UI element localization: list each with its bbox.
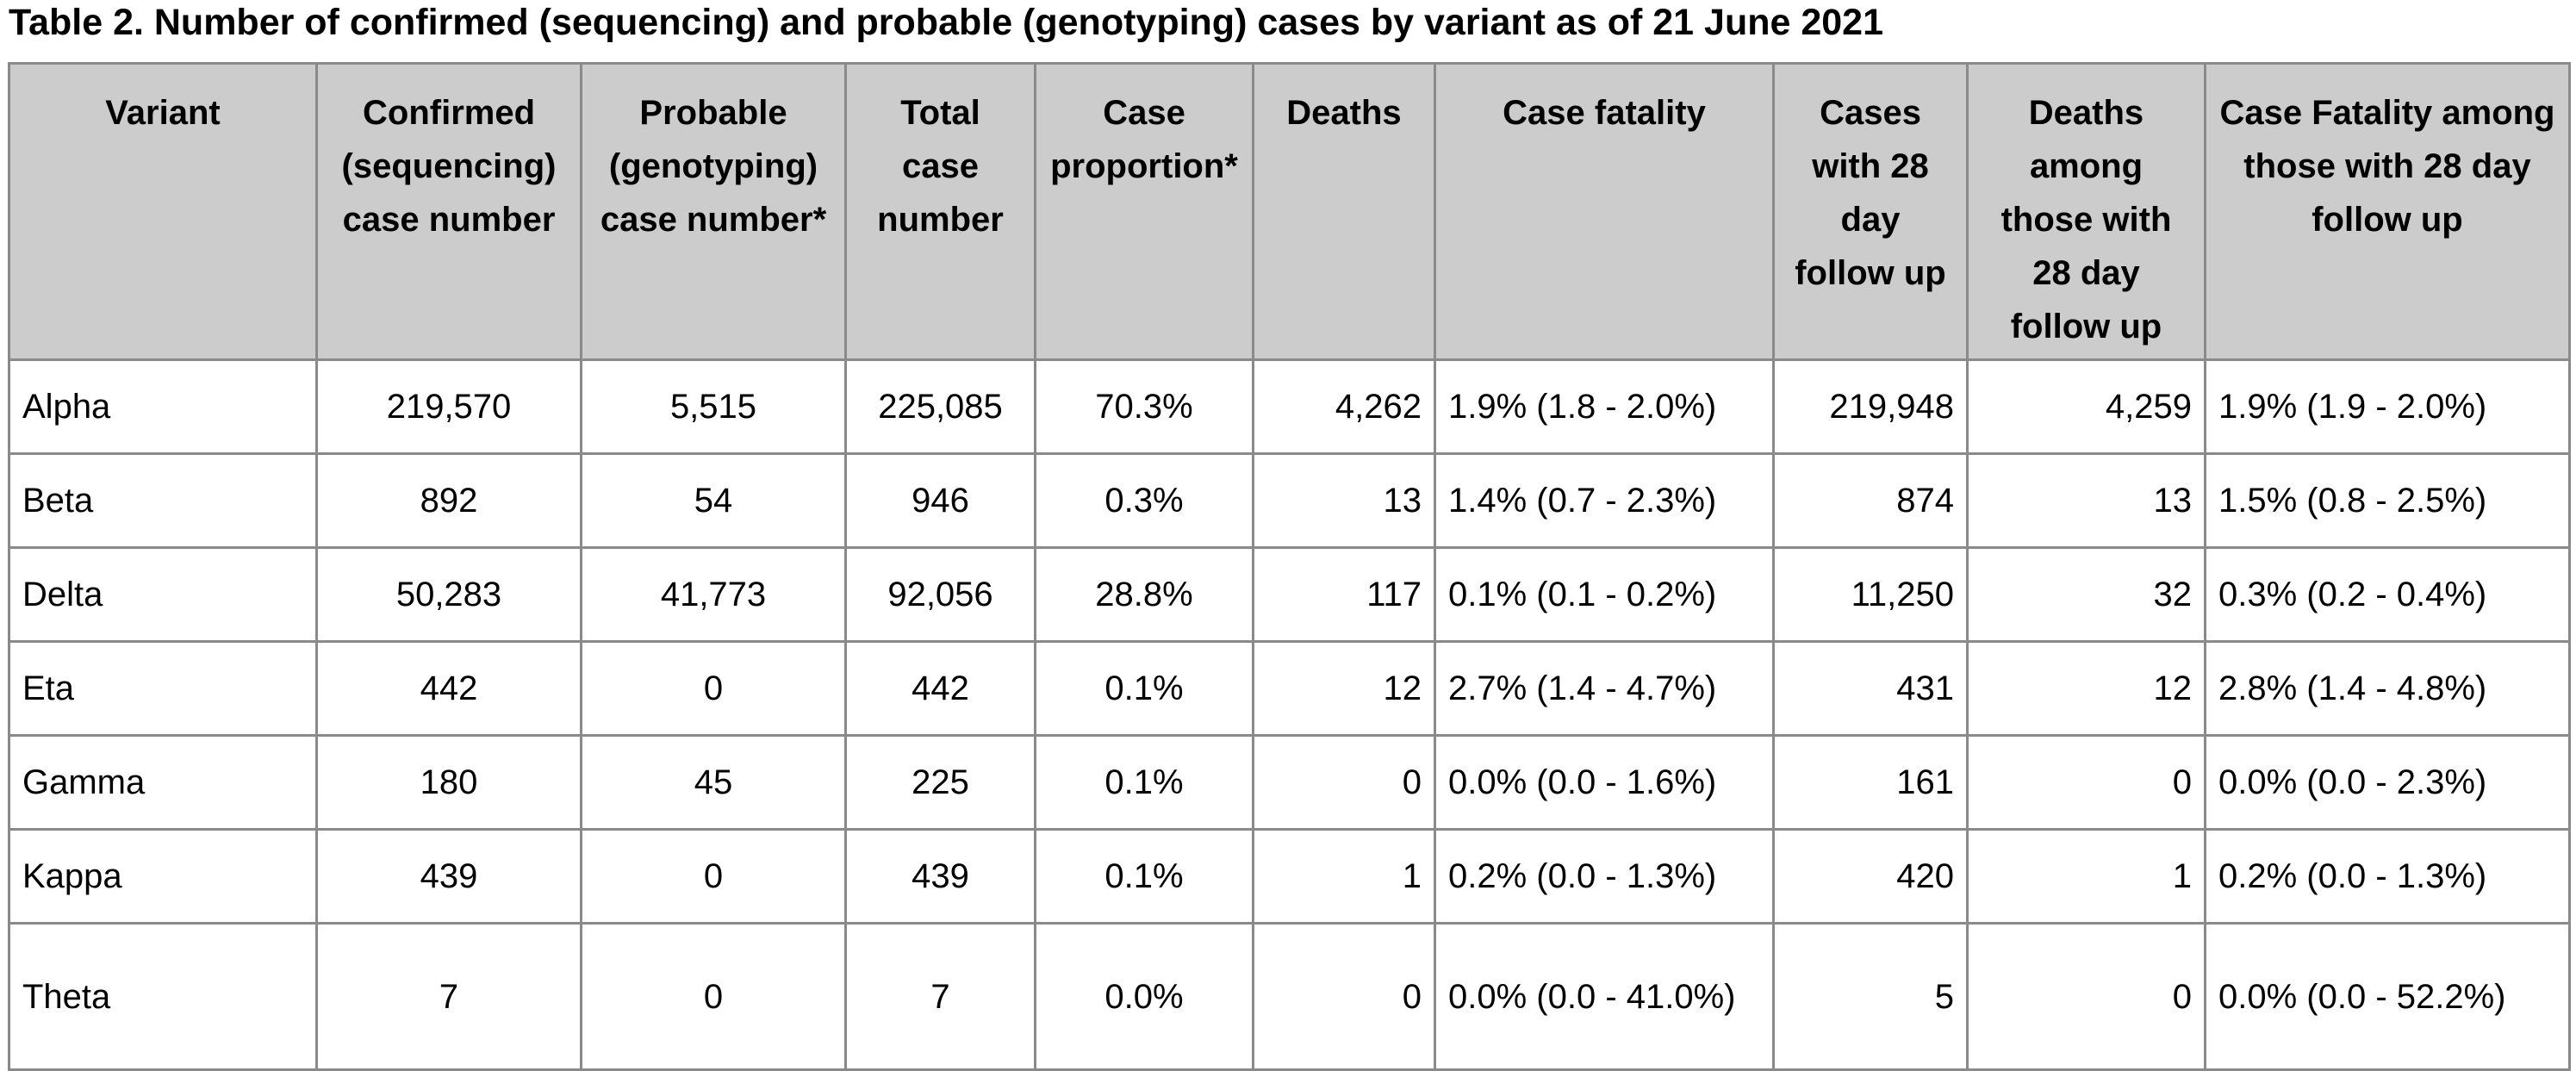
cell-deaths-28d: 0 [1966,734,2206,831]
cell-confirmed: 7 [315,922,582,1071]
cell-total: 946 [844,452,1036,549]
header-variant: Variant [8,62,318,361]
cell-case-fatality: 1.4% (0.7 - 2.3%) [1434,452,1775,549]
cell-proportion: 28.8% [1034,546,1254,643]
cell-deaths: 4,262 [1252,358,1436,455]
cell-probable: 0 [580,922,847,1071]
cell-variant: Delta [8,546,318,643]
table-row: Gamma 180 45 225 0.1% 0 0.0% (0.0 - 1.6%… [8,734,2571,831]
cell-variant: Kappa [8,828,318,925]
cell-cases-28d: 420 [1772,828,1969,925]
cell-deaths-28d: 4,259 [1966,358,2206,455]
header-case-proportion: Case proportion* [1034,62,1254,361]
cell-variant: Eta [8,640,318,737]
cell-deaths-28d: 12 [1966,640,2206,737]
cell-proportion: 0.3% [1034,452,1254,549]
cell-case-fatality: 0.1% (0.1 - 0.2%) [1434,546,1775,643]
table-row: Eta 442 0 442 0.1% 12 2.7% (1.4 - 4.7%) … [8,640,2571,737]
table-row: Theta 7 0 7 0.0% 0 0.0% (0.0 - 41.0%) 5 … [8,922,2571,1071]
cell-deaths-28d: 32 [1966,546,2206,643]
cell-case-fatality-28d: 0.0% (0.0 - 2.3%) [2204,734,2571,831]
header-case-fatality: Case fatality [1434,62,1775,361]
cell-case-fatality-28d: 0.3% (0.2 - 0.4%) [2204,546,2571,643]
cell-cases-28d: 5 [1772,922,1969,1071]
table-caption: Table 2. Number of confirmed (sequencing… [9,2,1883,43]
header-total-case-number: Total case number [844,62,1036,361]
cell-total: 439 [844,828,1036,925]
cell-deaths: 12 [1252,640,1436,737]
table-row: Beta 892 54 946 0.3% 13 1.4% (0.7 - 2.3%… [8,452,2571,549]
cell-case-fatality-28d: 1.9% (1.9 - 2.0%) [2204,358,2571,455]
header-case-fatality-28-day-follow-up: Case Fatality among those with 28 day fo… [2204,62,2571,361]
cell-proportion: 70.3% [1034,358,1254,455]
cell-cases-28d: 431 [1772,640,1969,737]
cell-confirmed: 219,570 [315,358,582,455]
cell-cases-28d: 219,948 [1772,358,1969,455]
cell-proportion: 0.1% [1034,734,1254,831]
cell-confirmed: 892 [315,452,582,549]
header-probable-case-number: Probable (genotyping) case number* [580,62,847,361]
cell-cases-28d: 874 [1772,452,1969,549]
cell-probable: 5,515 [580,358,847,455]
cell-case-fatality: 0.0% (0.0 - 1.6%) [1434,734,1775,831]
cell-case-fatality: 1.9% (1.8 - 2.0%) [1434,358,1775,455]
table-header-row: Variant Confirmed (sequencing) case numb… [8,62,2571,361]
cell-total: 225,085 [844,358,1036,455]
cell-cases-28d: 161 [1772,734,1969,831]
cell-probable: 54 [580,452,847,549]
table-row: Kappa 439 0 439 0.1% 1 0.2% (0.0 - 1.3%)… [8,828,2571,925]
cell-deaths: 0 [1252,922,1436,1071]
cell-variant: Beta [8,452,318,549]
header-deaths: Deaths [1252,62,1436,361]
variant-cases-table: Variant Confirmed (sequencing) case numb… [8,62,2571,1071]
cell-probable: 0 [580,828,847,925]
cell-variant: Gamma [8,734,318,831]
cell-variant: Theta [8,922,318,1071]
cell-proportion: 0.1% [1034,828,1254,925]
cell-confirmed: 180 [315,734,582,831]
cell-probable: 41,773 [580,546,847,643]
header-deaths-28-day-follow-up: Deaths among those with 28 day follow up [1966,62,2206,361]
cell-confirmed: 442 [315,640,582,737]
cell-case-fatality-28d: 1.5% (0.8 - 2.5%) [2204,452,2571,549]
cell-deaths-28d: 1 [1966,828,2206,925]
cell-cases-28d: 11,250 [1772,546,1969,643]
header-cases-28-day-follow-up: Cases with 28 day follow up [1772,62,1969,361]
cell-deaths: 13 [1252,452,1436,549]
cell-total: 7 [844,922,1036,1071]
table-row: Alpha 219,570 5,515 225,085 70.3% 4,262 … [8,358,2571,455]
cell-total: 442 [844,640,1036,737]
cell-deaths-28d: 0 [1966,922,2206,1071]
cell-proportion: 0.0% [1034,922,1254,1071]
cell-case-fatality: 2.7% (1.4 - 4.7%) [1434,640,1775,737]
cell-deaths: 1 [1252,828,1436,925]
cell-total: 92,056 [844,546,1036,643]
cell-case-fatality-28d: 0.2% (0.0 - 1.3%) [2204,828,2571,925]
cell-case-fatality-28d: 0.0% (0.0 - 52.2%) [2204,922,2571,1071]
cell-total: 225 [844,734,1036,831]
cell-deaths-28d: 13 [1966,452,2206,549]
cell-confirmed: 439 [315,828,582,925]
cell-case-fatality: 0.0% (0.0 - 41.0%) [1434,922,1775,1071]
cell-deaths: 117 [1252,546,1436,643]
table-row: Delta 50,283 41,773 92,056 28.8% 117 0.1… [8,546,2571,643]
cell-probable: 45 [580,734,847,831]
cell-case-fatality: 0.2% (0.0 - 1.3%) [1434,828,1775,925]
cell-probable: 0 [580,640,847,737]
cell-case-fatality-28d: 2.8% (1.4 - 4.8%) [2204,640,2571,737]
cell-variant: Alpha [8,358,318,455]
cell-confirmed: 50,283 [315,546,582,643]
cell-proportion: 0.1% [1034,640,1254,737]
cell-deaths: 0 [1252,734,1436,831]
header-confirmed-case-number: Confirmed (sequencing) case number [315,62,582,361]
